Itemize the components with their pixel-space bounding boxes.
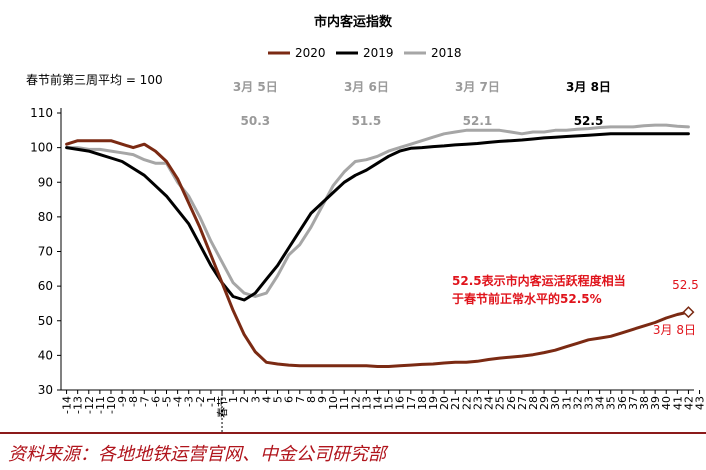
x-tick-label: 4: [260, 396, 273, 403]
note: 52.5表示市内客运活跃程度相当 于春节前正常水平的52.5%: [452, 273, 626, 306]
source-footer: 资料来源：各地地铁运营官网、中金公司研究部: [0, 432, 706, 470]
x-tick-label: 9: [316, 396, 329, 403]
x-tick-label: 28: [527, 396, 540, 410]
note-text-line-1: 52.5表示市内客运活跃程度相当: [452, 273, 626, 288]
y-tick-label: 60: [38, 279, 53, 293]
x-tick-label: 42: [682, 396, 695, 410]
x-tick-label: 7: [294, 396, 307, 403]
x-tick-label: 19: [427, 396, 440, 410]
x-tick-label: -3: [183, 396, 196, 407]
x-tick-label: 43: [694, 396, 706, 410]
x-tick-label: 5: [272, 396, 285, 403]
y-tick-label: 50: [38, 314, 53, 328]
annotation-value: 52.5: [574, 114, 604, 128]
x-tick-label: 40: [660, 396, 673, 410]
x-tick-label: 23: [471, 396, 484, 410]
source-text: 资料来源：各地地铁运营官网、中金公司研究部: [8, 444, 386, 465]
note-text-line-2: 于春节前正常水平的52.5%: [452, 291, 602, 306]
source-divider: [0, 432, 706, 434]
x-tick-label: 32: [571, 396, 584, 410]
x-tick-label: -8: [127, 396, 140, 407]
end-point-marker: [682, 306, 695, 319]
annotation-date: 3月 6日: [344, 80, 389, 94]
x-tick-label: 20: [438, 396, 451, 410]
x-tick-label: 14: [372, 396, 385, 410]
x-tick-label: 10: [327, 396, 340, 410]
x-tick-label: 8: [305, 396, 318, 403]
y-tick-label: 40: [38, 348, 53, 362]
x-tick-label: 16: [394, 396, 407, 410]
annotation-date: 3月 8日: [566, 80, 611, 94]
series-line-2020: [65, 139, 690, 368]
x-tick-label: 31: [560, 396, 573, 410]
x-tick-label: 25: [494, 396, 507, 410]
line-chart: 市内客运指数 2020 2019 2018 春节前第三周平均 = 100 3月 5日…: [26, 14, 706, 432]
legend-label-2020: 2020: [295, 46, 326, 60]
chart-title: 市内客运指数: [314, 14, 393, 30]
end-point-annotation: 52.5 3月 8日: [653, 278, 699, 337]
x-tick-label: -12: [83, 396, 96, 414]
annotation-value: 50.3: [241, 114, 271, 128]
y-tick-label: 90: [38, 175, 53, 189]
y-tick-label: 70: [38, 245, 53, 259]
y-tick-label: 110: [30, 106, 53, 120]
x-tick-label: -13: [72, 396, 85, 414]
x-tick-label: 27: [516, 396, 529, 410]
x-tick-label: 29: [538, 396, 551, 410]
x-tick-label: 17: [405, 396, 418, 410]
annotation-value: 52.1: [463, 114, 493, 128]
x-tick-label: -2: [194, 396, 207, 407]
y-axis: 30 40 50 60 70 80 90 100 110: [30, 106, 62, 397]
x-tick-label: 15: [383, 396, 396, 410]
legend-label-2018: 2018: [431, 46, 462, 60]
series-lines: [65, 123, 690, 368]
series-line-2019: [65, 132, 690, 302]
x-tick-label: -4: [172, 396, 185, 407]
y-tick-label: 30: [38, 383, 53, 397]
x-tick-label: 38: [638, 396, 651, 410]
end-point-date: 3月 8日: [653, 323, 696, 337]
x-tick-label: 18: [416, 396, 429, 410]
x-tick-label: 39: [649, 396, 662, 410]
annotation-date: 3月 5日: [233, 80, 278, 94]
x-tick-label: -11: [94, 396, 107, 414]
x-tick-label: -9: [116, 396, 129, 407]
annotation-date: 3月 7日: [455, 80, 500, 94]
x-tick-label: 11: [338, 396, 351, 410]
x-tick-label: 26: [505, 396, 518, 410]
annotation-value: 51.5: [352, 114, 382, 128]
x-tick-label: -7: [138, 396, 151, 407]
x-tick-label: -1: [205, 396, 218, 407]
y-axis-label: 春节前第三周平均 = 100: [26, 72, 163, 87]
y-tick-label: 80: [38, 210, 53, 224]
y-tick-label: 100: [30, 141, 53, 155]
x-tick-label: 6: [283, 396, 296, 403]
x-tick-label: 13: [360, 396, 373, 410]
x-tick-label: 37: [627, 396, 640, 410]
x-tick-label: 2: [238, 396, 251, 403]
legend: 2020 2019 2018: [268, 46, 462, 60]
x-tick-label: 22: [460, 396, 473, 410]
x-tick-label: 35: [605, 396, 618, 410]
x-tick-label: 21: [449, 396, 462, 410]
x-tick-label: 41: [671, 396, 684, 410]
end-point-value: 52.5: [672, 278, 699, 292]
x-tick-label: 1: [227, 396, 240, 403]
x-tick-label: 36: [616, 396, 629, 410]
x-tick-label: 34: [594, 396, 607, 410]
date-annotations: 3月 5日 50.3 3月 6日 51.5 3月 7日 52.1 3月 8日 52.5: [233, 80, 611, 128]
legend-label-2019: 2019: [363, 46, 394, 60]
x-tick-label: -10: [105, 396, 118, 414]
x-tick-label: -6: [149, 396, 162, 407]
x-tick-label: 30: [549, 396, 562, 410]
x-tick-label: -5: [161, 396, 174, 407]
x-tick-label: 33: [583, 396, 596, 410]
series-line-2018: [65, 123, 690, 298]
x-tick-label: 24: [483, 396, 496, 410]
x-tick-label: -14: [61, 396, 74, 414]
x-axis: -14-13-12-11-10-9-8-7-6-5-4-3-2-1春节12345…: [61, 389, 706, 432]
x-tick-label: 12: [349, 396, 362, 410]
x-tick-label: 3: [249, 396, 262, 403]
